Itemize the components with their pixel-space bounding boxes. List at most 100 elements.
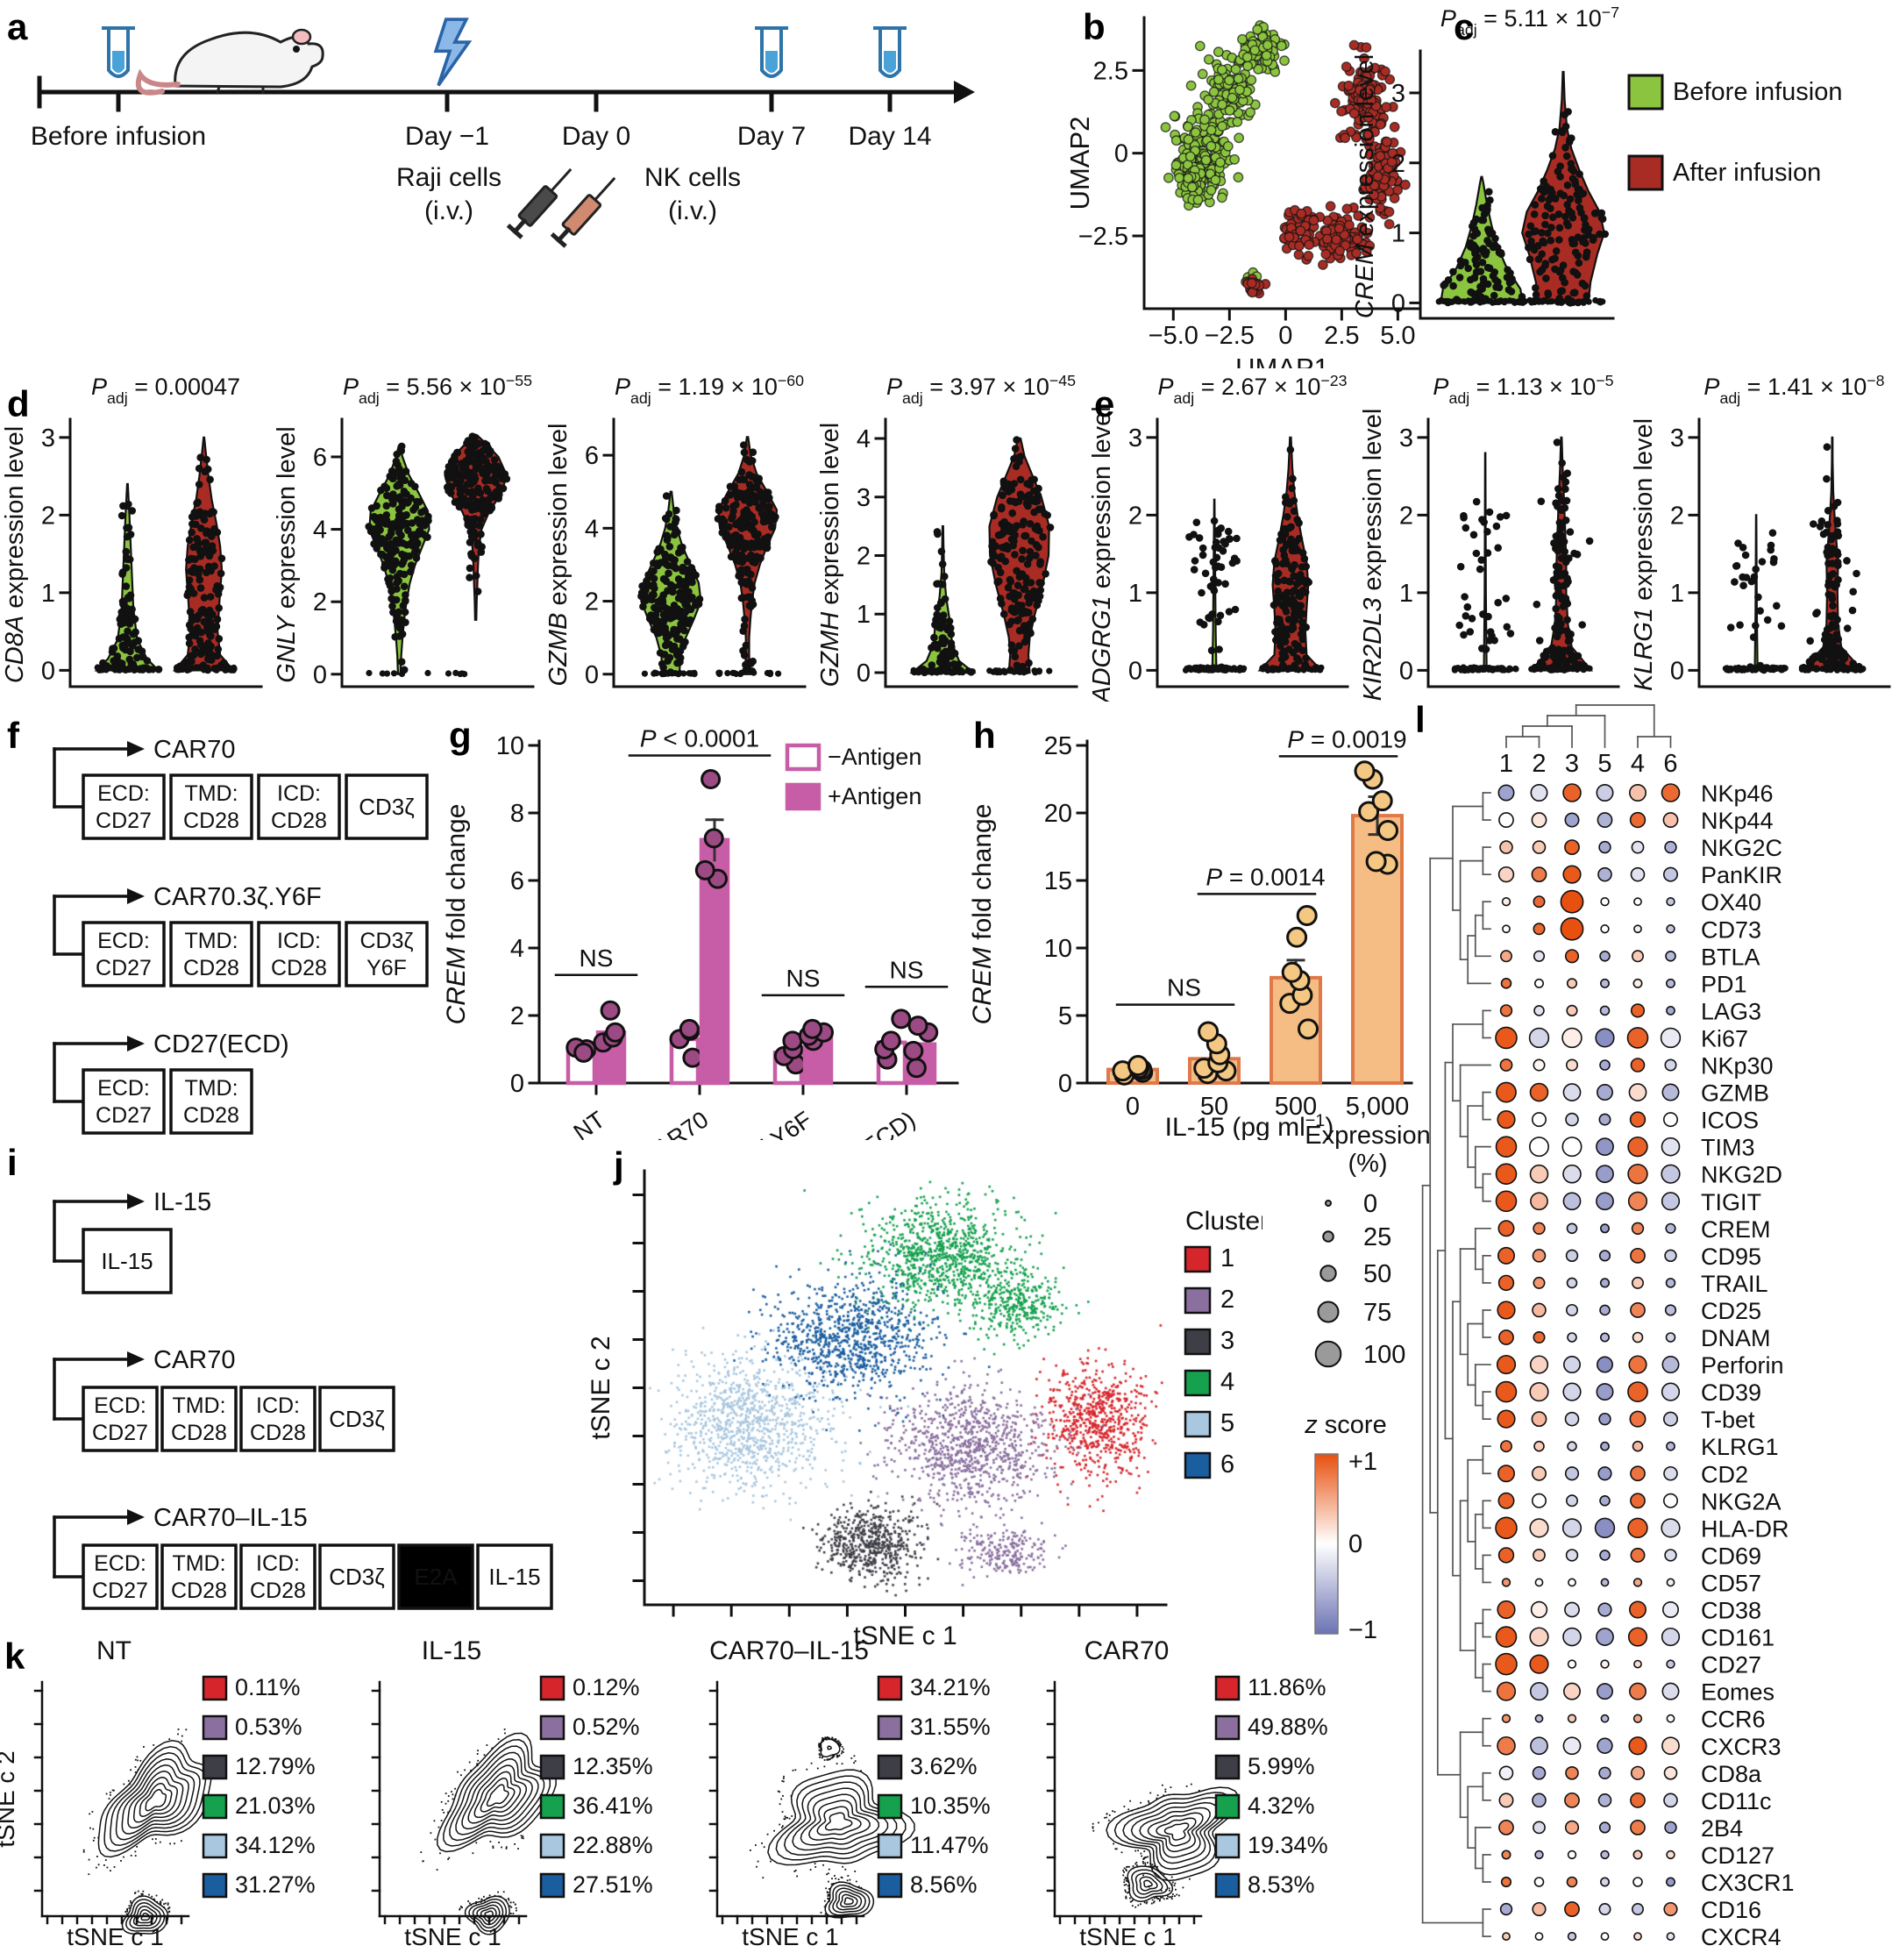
dot [1498, 1765, 1514, 1781]
cluster-percent: 11.47% [910, 1832, 989, 1858]
nk-cells-label: NK cells [644, 163, 741, 192]
dot [1497, 1547, 1515, 1564]
dot [1632, 1440, 1644, 1452]
domain-label: CD3ζ [359, 929, 413, 953]
dot [1561, 1518, 1582, 1538]
dot [1596, 1628, 1614, 1646]
contour-plot-NT: NT tSNE c 1 tSNE c 2 0.11% 0.53% 12.79% 21.03%… [0, 1631, 338, 1960]
domain-label: CD28 [171, 1579, 227, 1603]
dot [1663, 1766, 1678, 1780]
marker-label: CD27 [1701, 1652, 1761, 1678]
dot [1562, 1382, 1582, 1401]
contour-plot-CAR70–IL-15: CAR70–IL-15 tSNE c 1 34.21% 31.55% 3.62% 10.3… [675, 1631, 1013, 1960]
dot [1661, 1736, 1680, 1756]
dot [1631, 840, 1645, 854]
domain-label: ECD: [94, 1393, 146, 1418]
dot [1664, 1058, 1677, 1072]
dot [1534, 1932, 1544, 1941]
dot [1664, 1549, 1677, 1562]
y-axis-label: KIR2DL3 expression level [1359, 409, 1387, 702]
dot [1497, 1409, 1516, 1429]
panel-d-violins: 0 1 2 3 CD8A expression level Padj = 0.00047 0… [0, 368, 1087, 702]
panel-b-label: b [1083, 6, 1106, 47]
dot [1600, 1578, 1610, 1587]
dot [1594, 1517, 1616, 1539]
dot [1533, 1330, 1546, 1343]
cluster-swatch [539, 1833, 565, 1859]
data-point [891, 1009, 912, 1030]
dot [1633, 924, 1642, 934]
panel-l-dotplot: 1 2 3 5 4 6 NKp46 NKp44 NKG2C PanKIR OX40 CD73 BTLA P… [1403, 684, 1899, 1956]
data-point [573, 1042, 594, 1063]
cluster-swatch [1184, 1410, 1212, 1438]
dot [1661, 1083, 1680, 1101]
dot [1666, 1578, 1675, 1587]
dot [1565, 1249, 1579, 1263]
cluster-id: 1 [1220, 1244, 1234, 1272]
cluster-swatch [539, 1714, 565, 1741]
data-point [703, 828, 724, 849]
y-tick: 5 [1058, 1002, 1072, 1030]
cluster-id: 2 [1220, 1286, 1234, 1314]
dot [1496, 1081, 1517, 1103]
dot [1497, 1246, 1516, 1265]
dot [1498, 812, 1514, 828]
dot [1664, 840, 1677, 854]
dot [1665, 978, 1675, 988]
domain-box [82, 1228, 173, 1294]
cluster-percent: 22.88% [573, 1832, 653, 1858]
dot [1532, 1793, 1547, 1808]
cluster-percent: 0.52% [573, 1714, 640, 1740]
cluster-id: 6 [1220, 1450, 1234, 1479]
dot [1529, 1164, 1549, 1184]
legend-label: Before infusion [1673, 78, 1842, 106]
dot [1497, 1465, 1516, 1483]
dot [1564, 1901, 1580, 1917]
domain-box [82, 1543, 159, 1610]
y-tick: 6 [510, 867, 524, 895]
domain-box [82, 921, 166, 987]
test-tube-icon [755, 26, 788, 78]
y-tick: 1 [857, 601, 871, 629]
marker-label: OX40 [1701, 889, 1761, 916]
timeline-label: Before infusion [31, 122, 206, 151]
dot [1495, 1652, 1518, 1676]
marker-label: 2B4 [1701, 1815, 1743, 1842]
y-tick: 3 [1391, 80, 1405, 108]
domain-label: ICD: [256, 1393, 300, 1418]
panel-k-label: k [4, 1636, 25, 1677]
dot [1596, 784, 1614, 802]
domain-label: ECD: [97, 781, 150, 806]
x-axis-label: tSNE c 1 [67, 1923, 163, 1950]
dot [1495, 1626, 1518, 1648]
y-tick: 15 [1044, 867, 1072, 895]
x-tick-label: 5,000 [1346, 1093, 1410, 1121]
y-tick: 3 [1128, 424, 1142, 453]
dot [1666, 1005, 1675, 1016]
dot [1564, 1792, 1580, 1808]
marker-label: CXCR4 [1701, 1924, 1782, 1950]
domain-label: TMD: [184, 781, 238, 806]
panel-b-umap: 2.5 0 −2.5 −5.0 −2.5 0 2.5 5.0 UMAP1 UMAP2 [1035, 0, 1438, 383]
y-axis-label: tSNE c 2 [0, 1750, 19, 1847]
dot [1661, 1164, 1681, 1184]
domain-label: CD27 [92, 1579, 148, 1603]
dot [1532, 840, 1547, 854]
domain-box [397, 1543, 474, 1610]
data-point [880, 1030, 901, 1051]
y-tick: 2 [41, 502, 55, 530]
dot [1564, 839, 1580, 856]
dot [1632, 978, 1643, 988]
dot [1596, 1165, 1614, 1184]
data-point [1296, 905, 1318, 926]
y-axis-label: ADGRG1 expression level [1088, 406, 1116, 702]
y-tick: 0 [313, 661, 327, 689]
dot [1629, 1111, 1647, 1128]
domain-label: ICD: [277, 781, 321, 806]
dot [1661, 1627, 1681, 1647]
legend-label: After infusion [1673, 159, 1821, 187]
marker-label: PD1 [1701, 971, 1747, 997]
dot [1562, 1192, 1582, 1211]
cluster-percent: 5.99% [1248, 1753, 1315, 1779]
domain-box [257, 773, 341, 840]
